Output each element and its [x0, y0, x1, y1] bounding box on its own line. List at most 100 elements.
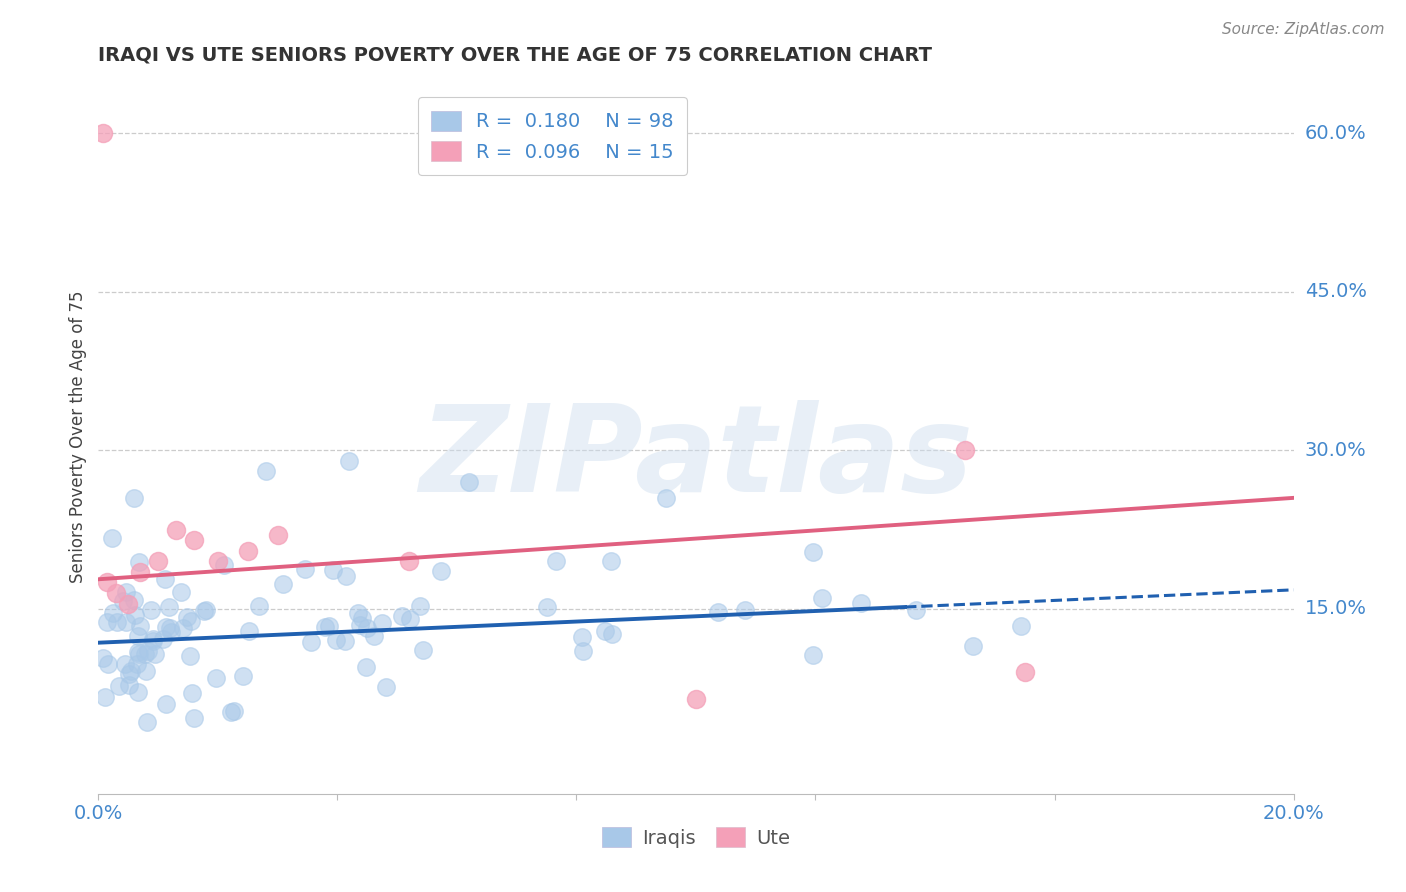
Point — [112, 594, 135, 608]
Point — [1014, 665, 1036, 680]
Point — [117, 667, 139, 681]
Point — [685, 691, 707, 706]
Point — [238, 624, 260, 638]
Point — [430, 565, 453, 579]
Point — [96, 615, 118, 630]
Point — [91, 650, 114, 665]
Point — [232, 669, 254, 683]
Point — [572, 644, 595, 658]
Point — [136, 714, 159, 729]
Point — [271, 576, 294, 591]
Point — [801, 545, 824, 559]
Point — [181, 686, 204, 700]
Point — [128, 555, 150, 569]
Point — [159, 625, 181, 640]
Point — [536, 599, 558, 614]
Point — [122, 592, 145, 607]
Point — [600, 627, 623, 641]
Point — [391, 609, 413, 624]
Legend: Iraqis, Ute: Iraqis, Ute — [593, 820, 799, 855]
Point — [811, 591, 834, 606]
Point — [294, 562, 316, 576]
Text: 60.0%: 60.0% — [1305, 124, 1367, 143]
Point — [851, 596, 873, 610]
Point — [409, 599, 432, 614]
Point — [339, 454, 361, 468]
Point — [183, 711, 205, 725]
Point — [194, 602, 217, 616]
Point — [170, 584, 193, 599]
Point — [157, 599, 180, 614]
Point — [236, 543, 259, 558]
Point — [153, 572, 176, 586]
Point — [105, 615, 128, 629]
Point — [139, 603, 162, 617]
Point — [254, 465, 277, 479]
Point — [180, 615, 202, 629]
Point — [398, 612, 420, 626]
Point — [322, 563, 344, 577]
Point — [1010, 619, 1032, 633]
Point — [125, 657, 148, 671]
Text: IRAQI VS UTE SENIORS POVERTY OVER THE AGE OF 75 CORRELATION CHART: IRAQI VS UTE SENIORS POVERTY OVER THE AG… — [98, 45, 932, 65]
Point — [350, 610, 373, 624]
Point — [458, 475, 481, 489]
Point — [172, 621, 194, 635]
Point — [179, 648, 201, 663]
Point — [96, 575, 118, 590]
Point — [183, 533, 205, 548]
Point — [299, 635, 322, 649]
Point — [356, 621, 378, 635]
Point — [247, 599, 270, 613]
Point — [224, 705, 246, 719]
Point — [318, 619, 340, 633]
Point — [148, 554, 170, 568]
Point — [219, 705, 242, 719]
Point — [124, 608, 146, 623]
Point — [600, 554, 623, 568]
Point — [127, 685, 149, 699]
Point — [120, 664, 142, 678]
Point — [101, 607, 124, 621]
Point — [734, 603, 756, 617]
Point — [142, 632, 165, 646]
Point — [412, 642, 434, 657]
Point — [117, 597, 139, 611]
Point — [801, 648, 824, 662]
Point — [91, 126, 114, 140]
Point — [128, 647, 150, 661]
Point — [193, 604, 215, 618]
Point — [152, 632, 174, 646]
Point — [205, 672, 228, 686]
Point — [101, 531, 124, 545]
Point — [314, 620, 336, 634]
Point — [398, 554, 420, 568]
Text: Source: ZipAtlas.com: Source: ZipAtlas.com — [1222, 22, 1385, 37]
Point — [135, 664, 157, 678]
Point — [128, 618, 150, 632]
Point — [127, 629, 149, 643]
Point — [325, 632, 347, 647]
Point — [333, 634, 356, 648]
Point — [94, 690, 117, 705]
Point — [962, 639, 984, 653]
Point — [375, 680, 398, 694]
Point — [134, 647, 156, 661]
Point — [212, 558, 235, 572]
Point — [349, 618, 371, 632]
Text: ZIPatlas: ZIPatlas — [419, 400, 973, 517]
Point — [335, 569, 357, 583]
Point — [904, 602, 927, 616]
Point — [655, 491, 678, 505]
Point — [363, 629, 385, 643]
Point — [97, 657, 120, 672]
Point — [129, 565, 152, 579]
Point — [176, 609, 198, 624]
Point — [165, 523, 187, 537]
Point — [115, 584, 138, 599]
Point — [127, 645, 149, 659]
Text: 30.0%: 30.0% — [1305, 441, 1367, 459]
Point — [143, 648, 166, 662]
Point — [207, 554, 229, 568]
Point — [117, 678, 139, 692]
